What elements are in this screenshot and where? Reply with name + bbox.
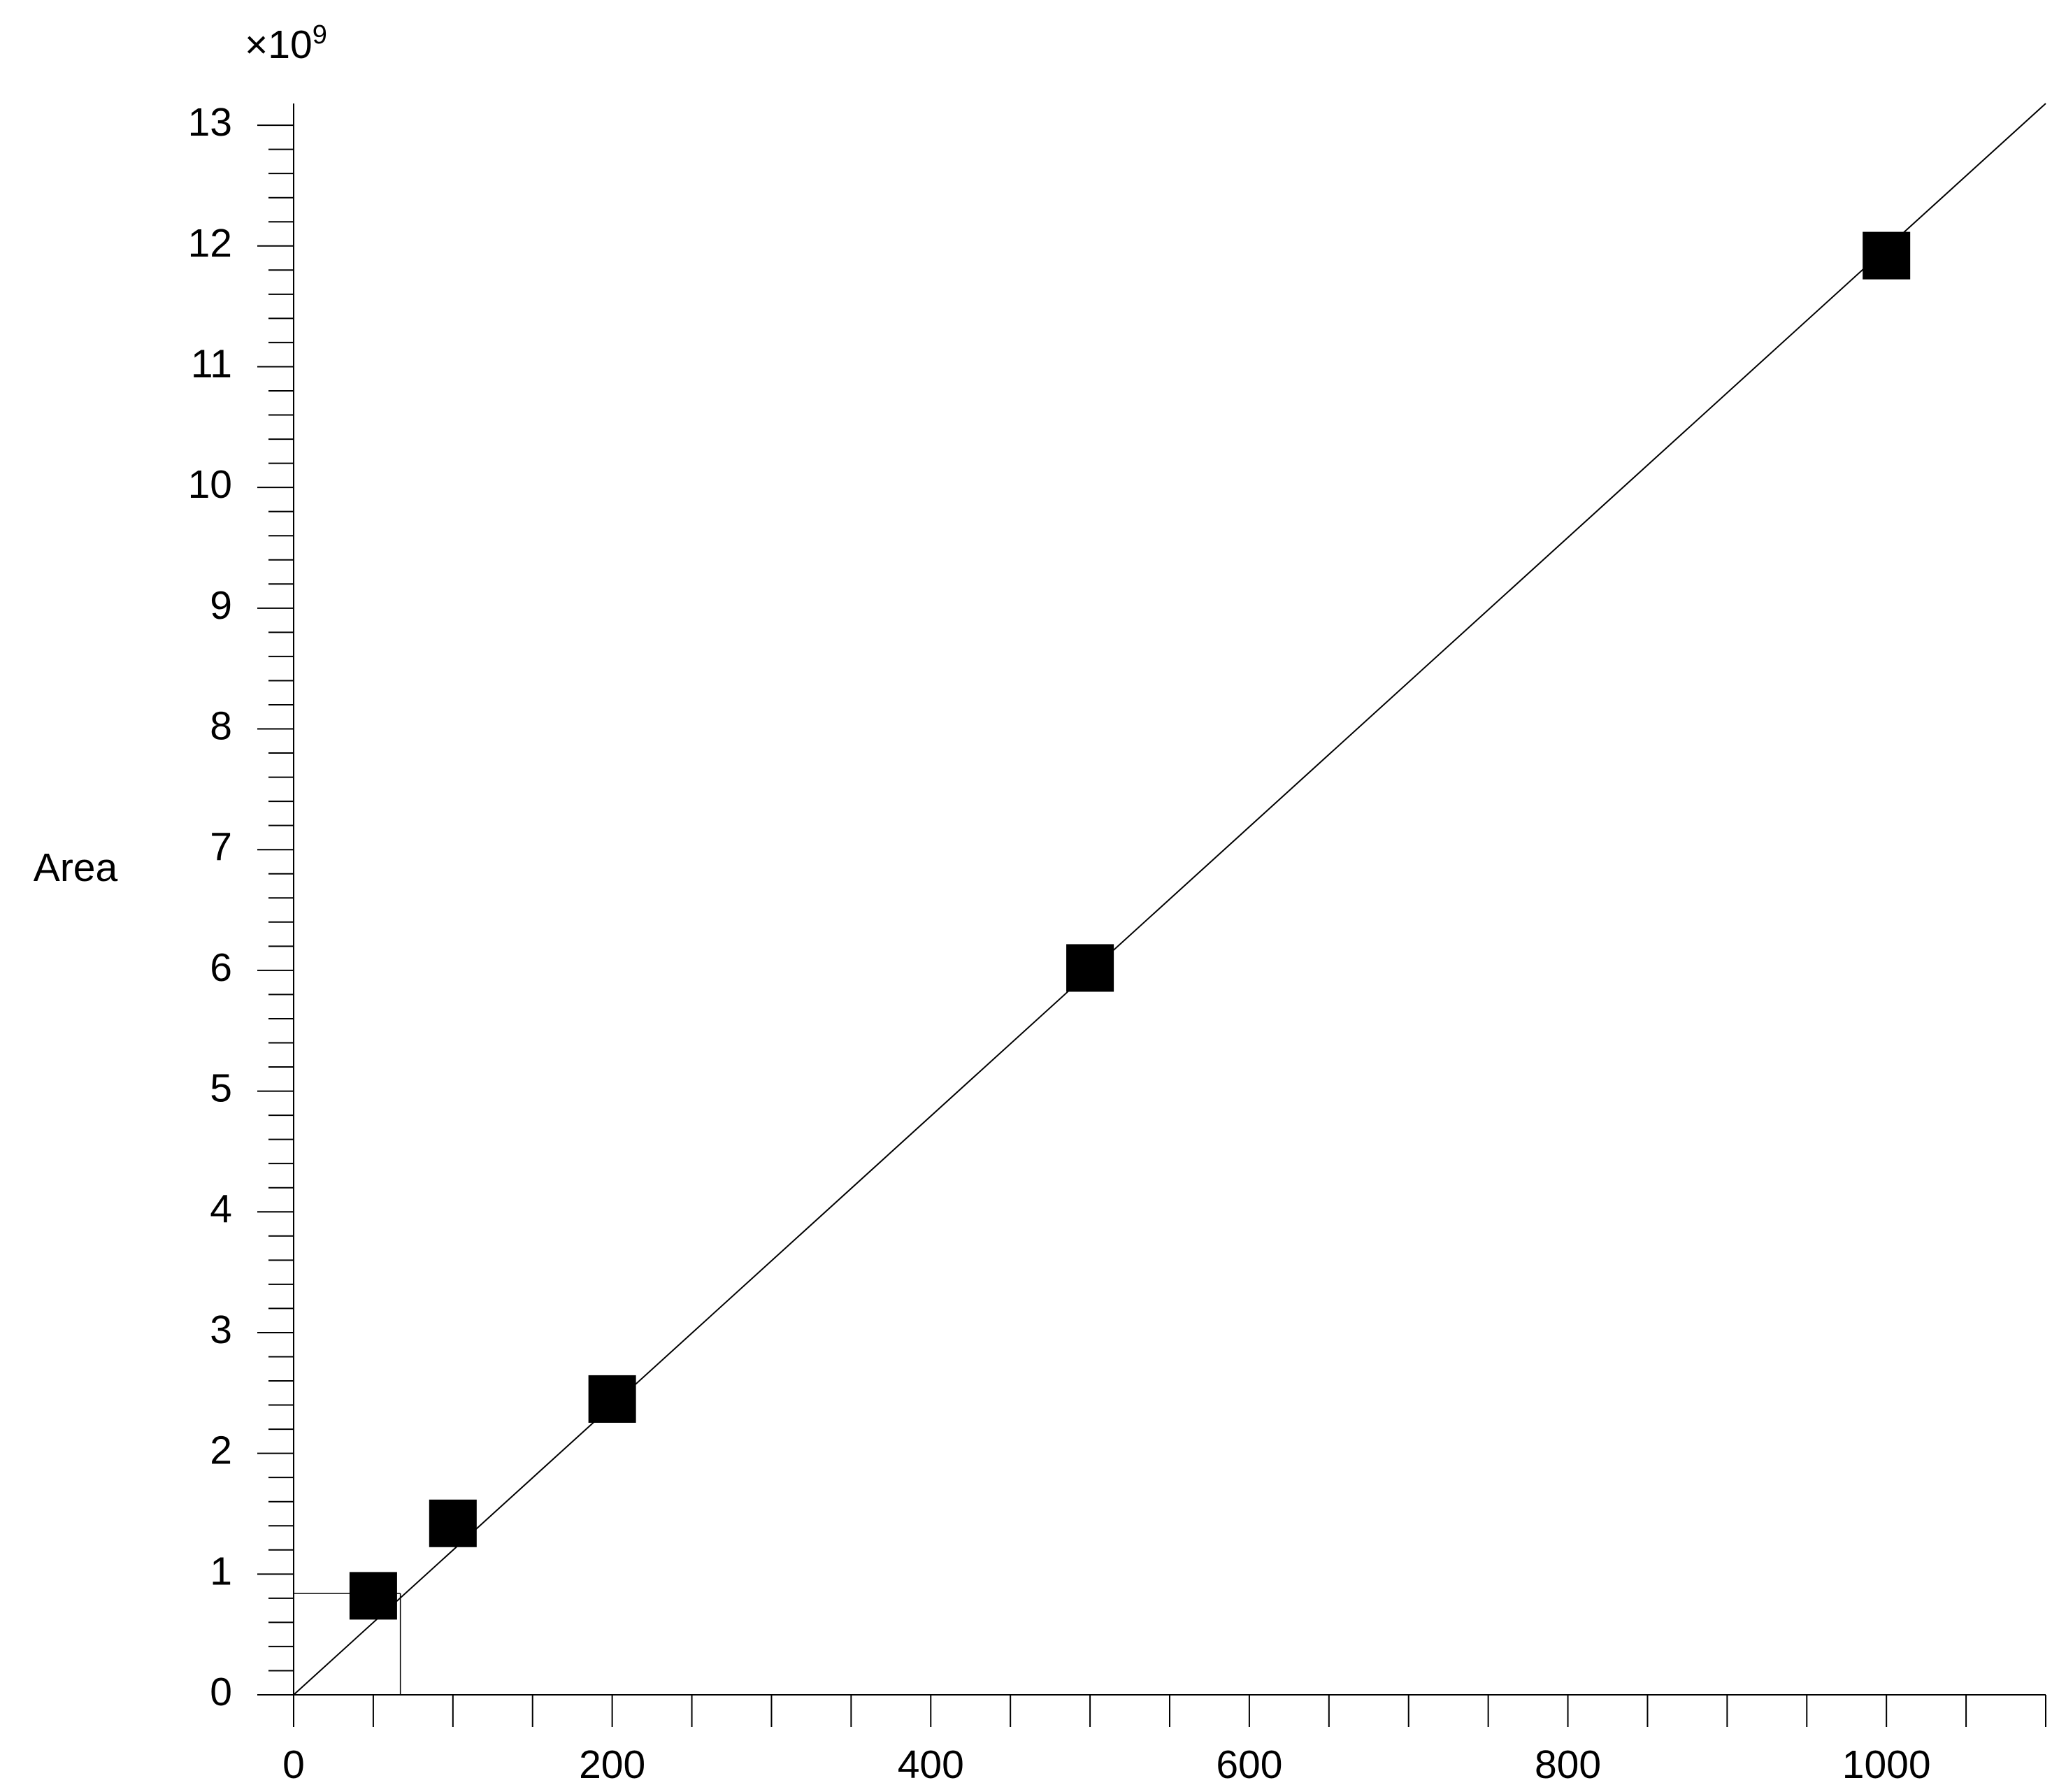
y-tick-label: 4 xyxy=(210,1187,232,1231)
data-point xyxy=(349,1572,397,1620)
y-axis-label: Area xyxy=(34,845,118,890)
y-tick-label: 8 xyxy=(210,704,232,749)
y-tick-label: 3 xyxy=(210,1307,232,1352)
y-tick-label: 6 xyxy=(210,945,232,990)
x-tick-label: 800 xyxy=(1535,1742,1601,1787)
x-tick-label: 1000 xyxy=(1842,1742,1931,1787)
x-tick-label: 600 xyxy=(1216,1742,1282,1787)
data-point xyxy=(1066,944,1114,992)
y-tick-label: 9 xyxy=(210,583,232,628)
y-tick-label: 0 xyxy=(210,1670,232,1714)
x-tick-label: 400 xyxy=(898,1742,964,1787)
x-tick-label: 0 xyxy=(282,1742,305,1787)
y-tick-label: 13 xyxy=(188,100,232,145)
y-tick-label: 11 xyxy=(191,342,232,387)
data-point xyxy=(429,1499,477,1547)
y-tick-label: 12 xyxy=(188,221,232,266)
y-multiplier-exponent: 9 xyxy=(313,20,327,50)
y-tick-label: 10 xyxy=(188,462,232,507)
y-tick-label: 1 xyxy=(210,1549,232,1593)
y-tick-label: 5 xyxy=(210,1066,232,1111)
y-tick-label: 2 xyxy=(210,1428,232,1473)
y-multiplier: ×109 xyxy=(245,20,327,67)
fit-line xyxy=(293,103,2046,1696)
y-multiplier-base: ×10 xyxy=(245,22,313,67)
y-tick-label: 7 xyxy=(210,824,232,869)
data-point xyxy=(1863,231,1911,280)
x-tick-label: 200 xyxy=(579,1742,645,1787)
data-point xyxy=(588,1375,636,1423)
